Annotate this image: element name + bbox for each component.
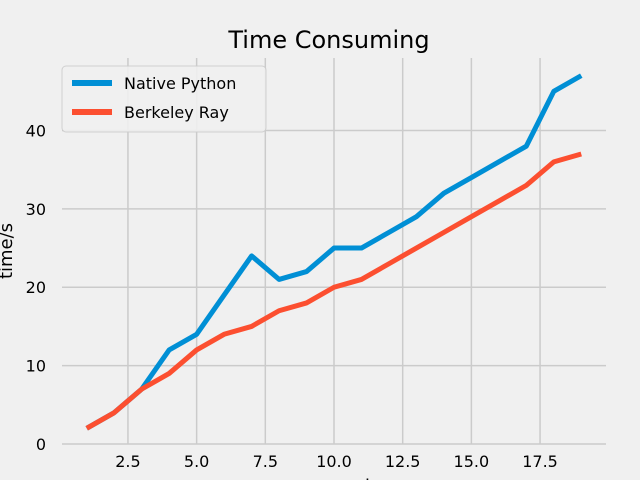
chart-title: Time Consuming <box>227 26 429 54</box>
legend: Native Python Berkeley Ray <box>61 65 267 133</box>
y-tick-label: 40 <box>26 121 46 140</box>
y-tick-label: 10 <box>26 357 46 376</box>
legend-box <box>61 65 267 133</box>
x-tick-label: 5.0 <box>184 452 209 471</box>
series-line-native-python <box>85 73 583 431</box>
grid-lines <box>62 58 606 445</box>
y-tick-label: 0 <box>36 435 46 454</box>
y-axis-label: time/s <box>0 223 17 279</box>
legend-label-berkeley-ray: Berkeley Ray <box>124 103 229 122</box>
x-axis-label: epoch <box>322 476 377 480</box>
y-tick-label: 30 <box>26 200 46 219</box>
x-tick-label: 15.0 <box>454 452 490 471</box>
x-tick-label: 7.5 <box>253 452 278 471</box>
x-tick-label: 10.0 <box>316 452 352 471</box>
series-line-berkeley-ray <box>85 151 582 431</box>
series-layer <box>85 73 583 431</box>
legend-label-native-python: Native Python <box>124 74 236 93</box>
y-tick-label: 20 <box>26 278 46 297</box>
tick-labels: 2.5 5.0 7.5 10.0 12.5 15.0 17.5 0 10 20 30 40 <box>26 121 558 471</box>
x-tick-label: 17.5 <box>522 452 558 471</box>
x-tick-label: 12.5 <box>385 452 421 471</box>
x-tick-label: 2.5 <box>115 452 140 471</box>
